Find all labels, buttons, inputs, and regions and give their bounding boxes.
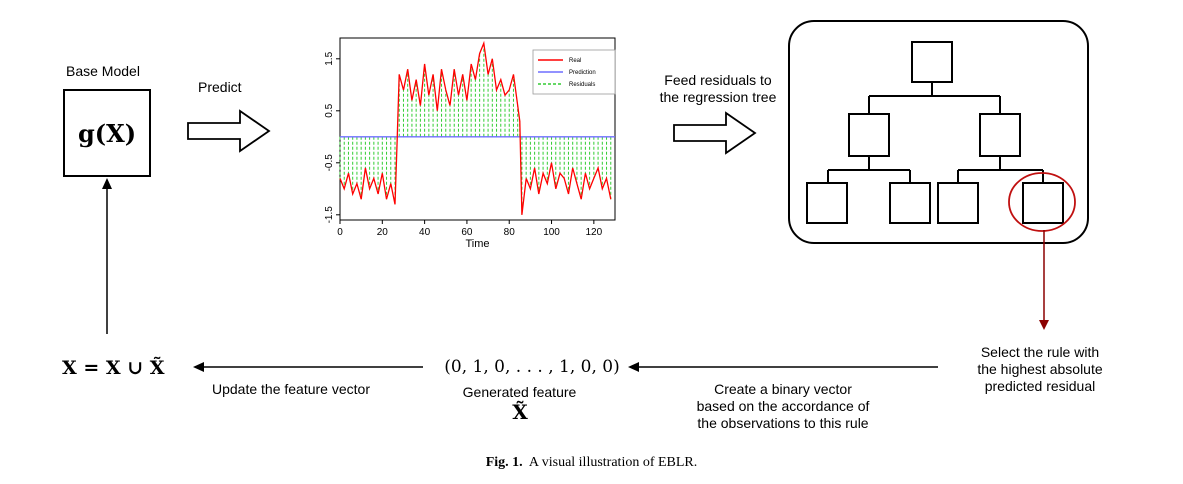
generated-vector: (0, 1, 0, . . . , 1, 0, 0): [444, 357, 620, 377]
tree-leaf-3: [937, 182, 979, 224]
real-series-line: [339, 40, 612, 215]
y-tick-label: -0.5: [324, 154, 335, 172]
tree-leaf-4: [1022, 182, 1064, 224]
generated-feature-label: Generated feature: [462, 384, 577, 400]
predict-label: Predict: [198, 79, 242, 95]
binary-vector-line3: the observations to this rule: [697, 415, 869, 431]
feed-residuals-line1: Feed residuals to: [664, 72, 772, 88]
binary-vector-arrow-icon: [628, 362, 938, 372]
update-feature-label: Update the feature vector: [212, 381, 370, 397]
figure-caption: Fig. 1. A visual illustration of EBLR.: [0, 455, 1183, 471]
update-formula: X = X ∪ X̃: [62, 357, 165, 379]
x-tick-label: 100: [543, 227, 560, 238]
regression-tree-frame: [788, 20, 1089, 244]
binary-vector-line2: based on the accordance of: [696, 398, 870, 414]
x-tick-label: 60: [461, 227, 473, 238]
update-arrow-icon: [193, 362, 423, 372]
tree-node-root: [911, 41, 953, 83]
binary-vector-line1: Create a binary vector: [714, 381, 852, 397]
y-tick-label: 1.5: [324, 51, 335, 65]
base-model-title: Base Model: [66, 63, 140, 79]
feed-residuals-line2: the regression tree: [659, 89, 777, 105]
tree-node-right: [979, 113, 1021, 157]
binary-vector-label: Create a binary vector based on the acco…: [668, 381, 898, 432]
legend-label: Residuals: [569, 82, 595, 88]
x-tick-label: 20: [377, 227, 389, 238]
tree-leaf-2: [889, 182, 931, 224]
select-rule-line1: Select the rule with: [980, 344, 1100, 360]
y-tick-label: 0.5: [324, 103, 335, 117]
regression-tree-diagram: [806, 41, 1076, 232]
caption-text: A visual illustration of EBLR.: [528, 455, 698, 470]
select-rule-arrow-icon: [1039, 230, 1049, 330]
tree-leaf-1: [806, 182, 848, 224]
x-tick-label: 120: [586, 227, 603, 238]
y-tick-label: -1.5: [324, 206, 335, 224]
select-rule-label: Select the rule with the highest absolut…: [955, 344, 1125, 395]
x-tick-label: 40: [419, 227, 431, 238]
feed-arrow-icon: [673, 111, 757, 155]
feedback-arrow-icon: [102, 178, 112, 334]
selected-leaf-highlight: [1008, 172, 1076, 232]
base-model-box: g(X): [63, 89, 151, 177]
legend-label: Real: [569, 58, 581, 64]
tree-node-left: [848, 113, 890, 157]
caption-label: Fig. 1.: [485, 455, 523, 470]
predict-arrow-icon: [187, 109, 271, 153]
x-tick-label: 80: [504, 227, 516, 238]
legend-label: Prediction: [569, 70, 596, 76]
feed-residuals-label: Feed residuals to the regression tree: [648, 72, 788, 106]
x-axis-label: Time: [465, 238, 489, 250]
select-rule-line2: the highest absolute: [977, 361, 1103, 377]
base-model-function: g(X): [77, 118, 137, 148]
residuals-chart: 0 20 40 60 80 100 120 -1.5 -0.5 0.5 1.5 Time Real Pre…: [324, 37, 616, 250]
select-rule-line3: predicted residual: [984, 378, 1096, 394]
generated-feature-symbol: X̃: [512, 400, 528, 424]
x-tick-label: 0: [337, 227, 343, 238]
